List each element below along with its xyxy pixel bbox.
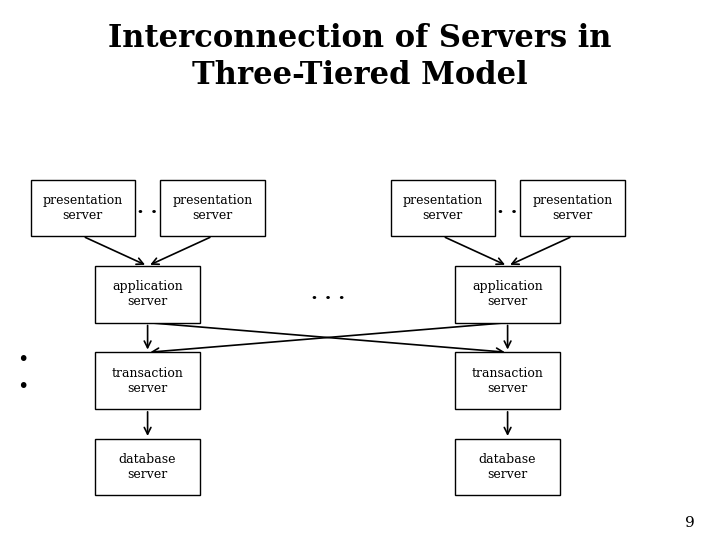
Text: . .: . . bbox=[138, 199, 158, 217]
Text: presentation
server: presentation server bbox=[42, 194, 123, 222]
FancyBboxPatch shape bbox=[390, 179, 495, 237]
FancyBboxPatch shape bbox=[31, 179, 135, 237]
Text: application
server: application server bbox=[112, 280, 183, 308]
Text: database
server: database server bbox=[119, 453, 176, 481]
FancyBboxPatch shape bbox=[95, 266, 199, 322]
FancyBboxPatch shape bbox=[455, 266, 560, 322]
Text: Interconnection of Servers in
Three-Tiered Model: Interconnection of Servers in Three-Tier… bbox=[108, 23, 612, 91]
Text: . .: . . bbox=[498, 199, 518, 217]
Text: 9: 9 bbox=[685, 516, 695, 530]
FancyBboxPatch shape bbox=[455, 438, 560, 496]
Text: presentation
server: presentation server bbox=[172, 194, 253, 222]
Text: application
server: application server bbox=[472, 280, 543, 308]
Text: database
server: database server bbox=[479, 453, 536, 481]
Text: presentation
server: presentation server bbox=[402, 194, 483, 222]
FancyBboxPatch shape bbox=[521, 179, 625, 237]
FancyBboxPatch shape bbox=[95, 353, 199, 409]
FancyBboxPatch shape bbox=[95, 438, 199, 496]
Text: . . .: . . . bbox=[310, 285, 345, 303]
Text: presentation
server: presentation server bbox=[532, 194, 613, 222]
Text: transaction
server: transaction server bbox=[472, 367, 544, 395]
Text: transaction
server: transaction server bbox=[112, 367, 184, 395]
FancyBboxPatch shape bbox=[160, 179, 265, 237]
Text: •: • bbox=[17, 349, 29, 369]
FancyBboxPatch shape bbox=[455, 353, 560, 409]
Text: •: • bbox=[17, 376, 29, 396]
